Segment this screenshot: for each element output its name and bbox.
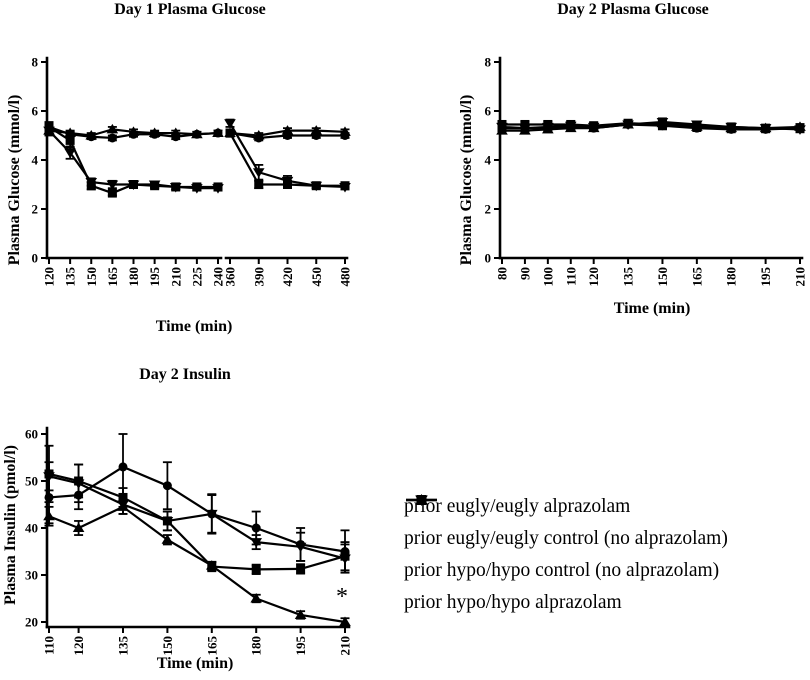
chart-title-day1-glucose: Day 1 Plasma Glucose [114,1,266,18]
x-axis-label-day1-glucose: Time (min) [155,318,233,335]
svg-text:210: 210 [793,267,808,287]
svg-text:110: 110 [42,636,57,655]
svg-text:150: 150 [160,636,175,656]
svg-text:135: 135 [116,636,131,656]
svg-text:165: 165 [105,267,120,287]
svg-text:120: 120 [42,267,57,287]
svg-text:4: 4 [485,153,492,168]
svg-text:195: 195 [758,267,773,287]
svg-text:90: 90 [517,267,532,280]
y-axis-label-day2-insulin: Plasma Insulin (pmol/l) [2,444,19,606]
svg-text:100: 100 [540,267,555,287]
svg-text:110: 110 [563,267,578,286]
svg-text:6: 6 [485,104,492,119]
svg-text:195: 195 [147,267,162,287]
legend-label: prior hypo/hypo control (no alprazolam) [404,560,720,581]
svg-text:2: 2 [485,202,492,217]
svg-text:6: 6 [32,104,39,119]
svg-text:120: 120 [586,267,601,287]
svg-text:420: 420 [280,267,295,287]
x-axis-label-day2-insulin: Time (min) [156,655,234,672]
svg-text:150: 150 [655,267,670,287]
svg-text:210: 210 [168,267,183,287]
legend-label: prior hypo/hypo alprazolam [404,592,622,613]
svg-text:135: 135 [63,267,78,287]
y-axis: 0 2 4 6 8 [485,55,502,266]
legend-item-eugly-alprazolam: prior eugly/eugly alprazolam [404,491,728,523]
chart-day2-plasma-glucose: 0 2 4 6 8 80 90 100 110 120 135 150 165 180 195 210 [485,55,808,287]
svg-text:8: 8 [32,55,39,70]
svg-text:390: 390 [251,267,266,287]
svg-text:120: 120 [71,636,86,656]
y-axis: 0 2 4 6 8 [32,55,49,266]
svg-text:450: 450 [309,267,324,287]
series-prior-hypo-hypo-alprazolam [44,444,350,575]
x-axis-label-day2-glucose: Time (min) [613,300,691,317]
svg-text:50: 50 [25,474,38,489]
significance-asterisk: * [336,584,348,610]
svg-text:240: 240 [211,267,226,287]
square-marker-icon [406,495,437,505]
series-prior-eugly-eugly-control-no-alprazolam [43,123,351,140]
svg-text:0: 0 [485,251,492,266]
chart-title-day2-glucose: Day 2 Plasma Glucose [557,1,709,18]
y-axis: 20 30 40 50 60 [25,427,49,630]
series-prior-eugly-eugly-control-no-alprazolam [43,498,351,627]
y-axis-label-day1-glucose: Plasma Glucose (mmol/l) [6,94,23,266]
legend-item-hypo-control: prior hypo/hypo control (no alprazolam) [404,495,728,587]
svg-text:0: 0 [32,251,39,266]
svg-text:40: 40 [25,521,38,536]
legend: prior eugly/eugly alprazolam prior eugly… [404,491,728,619]
svg-text:180: 180 [249,636,264,656]
svg-text:60: 60 [25,427,38,442]
legend-item-eugly-control: prior eugly/eugly control (no alprazolam… [404,494,728,555]
svg-text:20: 20 [25,615,38,630]
svg-text:150: 150 [84,267,99,287]
legend-item-hypo-alprazolam: prior hypo/hypo alprazolam [404,495,728,619]
chart-title-day2-insulin: Day 2 Insulin [139,366,231,383]
svg-text:225: 225 [189,267,204,287]
svg-text:360: 360 [223,267,238,287]
x-axis: 80 90 100 110 120 135 150 165 180 195 210 [495,256,808,287]
y-axis-label-day2-glucose: Plasma Glucose (mmol/l) [458,94,475,266]
svg-text:165: 165 [204,636,219,656]
series-prior-hypo-hypo-control-no-alprazolam [496,117,806,135]
legend-label: prior eugly/eugly alprazolam [404,496,631,517]
svg-text:165: 165 [689,267,704,287]
svg-text:2: 2 [32,202,39,217]
svg-text:180: 180 [724,267,739,287]
svg-text:180: 180 [126,267,141,287]
chart-day2-insulin: 20 30 40 50 60 110 120 135 150 165 180 195 210 * [25,427,353,656]
svg-text:195: 195 [293,636,308,656]
svg-text:8: 8 [485,55,492,70]
series-prior-hypo-hypo-alprazolam [497,118,805,133]
x-axis: 110 120 135 150 165 180 195 210 [42,625,353,656]
svg-text:80: 80 [495,267,510,280]
svg-text:4: 4 [32,153,39,168]
series-prior-hypo-hypo-alprazolam [44,121,350,198]
svg-text:30: 30 [25,568,38,583]
legend-label: prior eugly/eugly control (no alprazolam… [404,528,728,549]
svg-text:135: 135 [621,267,636,287]
svg-text:480: 480 [338,267,353,287]
svg-text:210: 210 [338,636,353,656]
